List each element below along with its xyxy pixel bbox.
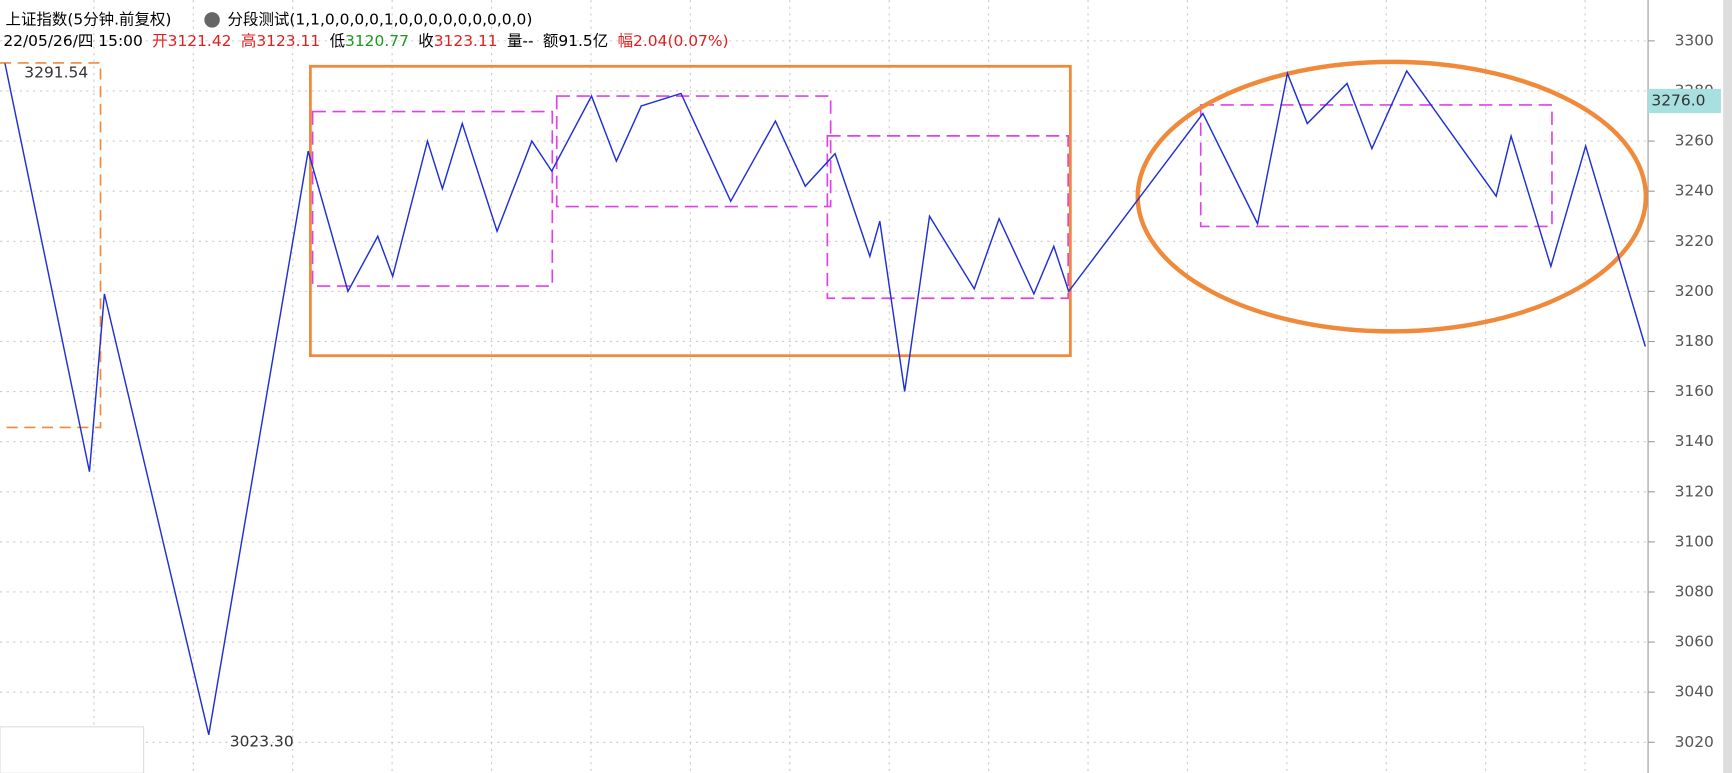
plot [4, 63, 1646, 735]
range-box [311, 110, 554, 287]
y-tick-label: 3060 [1675, 633, 1714, 651]
volume: 量-- [507, 31, 534, 49]
icon[interactable] [204, 12, 220, 28]
scrollbar[interactable] [1723, 0, 1732, 773]
range-box [826, 135, 1069, 300]
y-tick-label: 3240 [1675, 182, 1714, 200]
value: 3121.42 [168, 31, 232, 49]
indicator: 分段测试(1,1,0,0,0,0,1,0,0,0,0,0,0,0,0,0) [228, 10, 533, 28]
y-tick-label: 3040 [1675, 683, 1714, 701]
title: 上证指数(5分钟.前复权) [6, 10, 172, 28]
range-box [0, 62, 102, 429]
zigzag-line [4, 63, 1646, 735]
price-marker [1648, 88, 1721, 114]
annotation: 3291.54 [24, 64, 88, 82]
label: 幅 [618, 31, 633, 49]
amount: 额91.5亿 [543, 31, 608, 49]
grid [0, 0, 1649, 773]
panel [0, 726, 145, 773]
range-box [555, 95, 832, 208]
annotation: 3023.30 [230, 732, 294, 750]
value: 3120.77 [345, 31, 409, 49]
y-tick-label: 3160 [1675, 382, 1714, 400]
y-tick-label: 3260 [1675, 132, 1714, 150]
label: 开 [152, 31, 167, 49]
datetime: 22/05/26/四 15:00 [3, 31, 143, 49]
y-tick-label: 3080 [1675, 582, 1714, 600]
range-box [309, 64, 1072, 358]
y-tick-label: 3180 [1675, 332, 1714, 350]
value: 3123.11 [256, 31, 320, 49]
label: 低 [330, 31, 345, 49]
y-tick-label: 3140 [1675, 432, 1714, 450]
value: 3123.11 [434, 31, 498, 49]
label: 高 [241, 31, 256, 49]
label: 收 [418, 31, 433, 49]
y-tick-label: 3200 [1675, 282, 1714, 300]
highlight-ellipse [1135, 59, 1649, 334]
price-marker-label: 3276.0 [1651, 91, 1705, 109]
y-tick-label: 3220 [1675, 232, 1714, 250]
y-tick-label: 3100 [1675, 532, 1714, 550]
svg-text:22/05/26/四 15:00 开3121.42: 22/05/26/四 15:00 开3121.42 高3123.11 低3120… [3, 31, 728, 49]
y-tick-label: 3120 [1675, 482, 1714, 500]
range-box [1199, 104, 1553, 228]
value: 2.04(0.07%) [633, 31, 729, 49]
y-tick-label: 3300 [1675, 31, 1714, 49]
y-tick-label: 3020 [1675, 733, 1714, 751]
